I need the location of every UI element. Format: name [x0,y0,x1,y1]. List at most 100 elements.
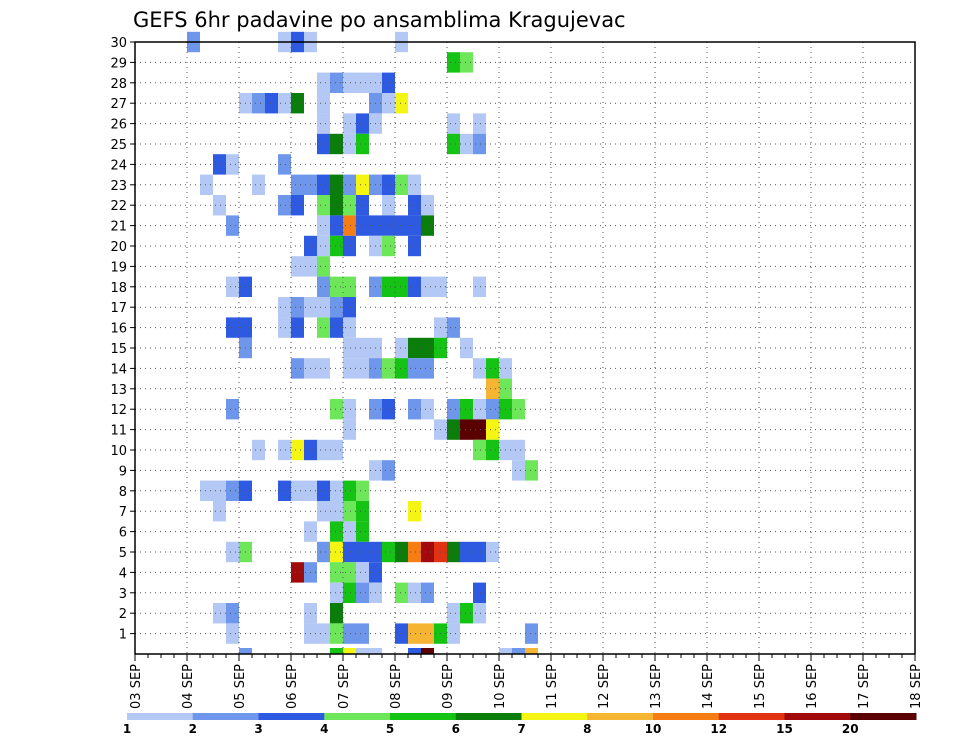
y-tick-label: 12 [110,403,127,418]
colorbar-label: 1 [123,722,131,736]
heatmap-cell [408,174,421,195]
heatmap-cell [356,358,369,379]
heatmap-cell [447,419,460,440]
colorbar-swatch [324,713,391,720]
heatmap-cell [317,297,330,318]
y-tick-label: 24 [110,158,127,173]
heatmap-cell [330,174,343,195]
colorbar: 1 2 3 4 5 6 7 8 10 12 15 20 [123,713,917,736]
heatmap-cell [278,317,291,338]
colorbar-label: 4 [320,722,328,736]
colorbar-label: 8 [583,722,591,736]
heatmap-cell [291,195,304,216]
heatmap-cell [317,133,330,155]
heatmap-cell [460,133,473,155]
heatmap-cell [291,256,304,277]
heatmap-cell [512,439,525,461]
heatmap-cell [356,174,369,195]
heatmap-cell [447,317,460,338]
heatmap-cell [330,582,343,603]
heatmap-cell [278,297,291,318]
y-tick-label: 18 [110,281,127,296]
heatmap-cell [356,623,369,644]
heatmap-cell [356,113,369,134]
heatmap-cell [421,276,434,297]
heatmap-cell [278,480,291,501]
colorbar-label: 3 [254,722,262,736]
heatmap-cell [330,521,343,542]
heatmap-cell [356,337,369,359]
heatmap-cell [343,337,356,359]
x-tick-label: 17 SEP [857,664,872,709]
heatmap-cell [421,582,434,603]
heatmap-cell [395,174,408,195]
heatmap-cell [317,358,330,379]
heatmap-cell [330,541,343,563]
heatmap-cell [486,378,499,399]
heatmap-cell [343,358,356,379]
heatmap-cell [395,358,408,379]
colorbar-swatch [455,713,522,720]
x-tick-label: 12 SEP [597,664,612,709]
colorbar-label: 2 [189,722,197,736]
heatmap-cell [330,215,343,236]
heatmap-cell [421,648,434,654]
heatmap-cell [408,358,421,379]
heatmap-cell [330,276,343,297]
colorbar-swatch [127,713,194,720]
heatmap-cell [408,195,421,216]
colorbar-label: 7 [517,722,525,736]
heatmap-cell [330,195,343,216]
x-axis-ticks: 03 SEP 04 SEP 05 SEP 06 SEP 07 SEP 08 SEP 09 S… [129,654,924,709]
heatmap-cell [317,235,330,257]
heatmap-cell [395,276,408,297]
y-tick-label: 3 [119,587,127,602]
heatmap-cell [473,419,486,440]
y-tick-label: 27 [110,97,127,112]
y-tick-label: 26 [110,118,127,133]
x-tick-label: 09 SEP [441,664,456,709]
y-tick-label: 28 [110,77,127,92]
colorbar-swatch [521,713,588,720]
heatmap-cell [265,93,278,114]
heatmap-cell [343,562,356,583]
heatmap-cell [486,358,499,379]
heatmap-cell [447,623,460,644]
heatmap-cell [317,480,330,501]
x-tick-label: 07 SEP [337,664,352,709]
x-tick-label: 04 SEP [181,664,196,709]
colorbar-swatch [850,713,917,720]
colorbar-label: 6 [452,722,460,736]
heatmap-cell [343,235,356,257]
heatmap-cell [460,399,473,420]
heatmap-cell [291,93,304,114]
x-tick-label: 18 SEP [909,664,924,709]
heatmap-cell [408,337,421,359]
x-tick-label: 13 SEP [649,664,664,709]
heatmap-cell [395,541,408,563]
heatmap-cell [343,521,356,542]
heatmap-cell [330,648,343,654]
heatmap-cell [356,215,369,236]
heatmap-cell [473,541,486,563]
y-tick-label: 4 [119,566,127,581]
heatmap-cell [317,623,330,644]
heatmap-cell [330,399,343,420]
heatmap-cells [187,31,538,654]
heatmap-cell [317,93,330,114]
heatmap-cell [460,419,473,440]
heatmap-cell [343,297,356,318]
heatmap-cell [408,276,421,297]
chart-gridlines [135,41,916,654]
y-tick-label: 17 [110,301,127,316]
heatmap-cell [226,276,239,297]
y-tick-label: 14 [110,362,127,377]
heatmap-cell [291,174,304,195]
colorbar-label: 5 [386,722,394,736]
heatmap-cell [226,541,239,563]
heatmap-cell [343,582,356,603]
heatmap-cell [382,215,395,236]
colorbar-swatch [718,713,785,720]
heatmap-cell [421,215,434,236]
